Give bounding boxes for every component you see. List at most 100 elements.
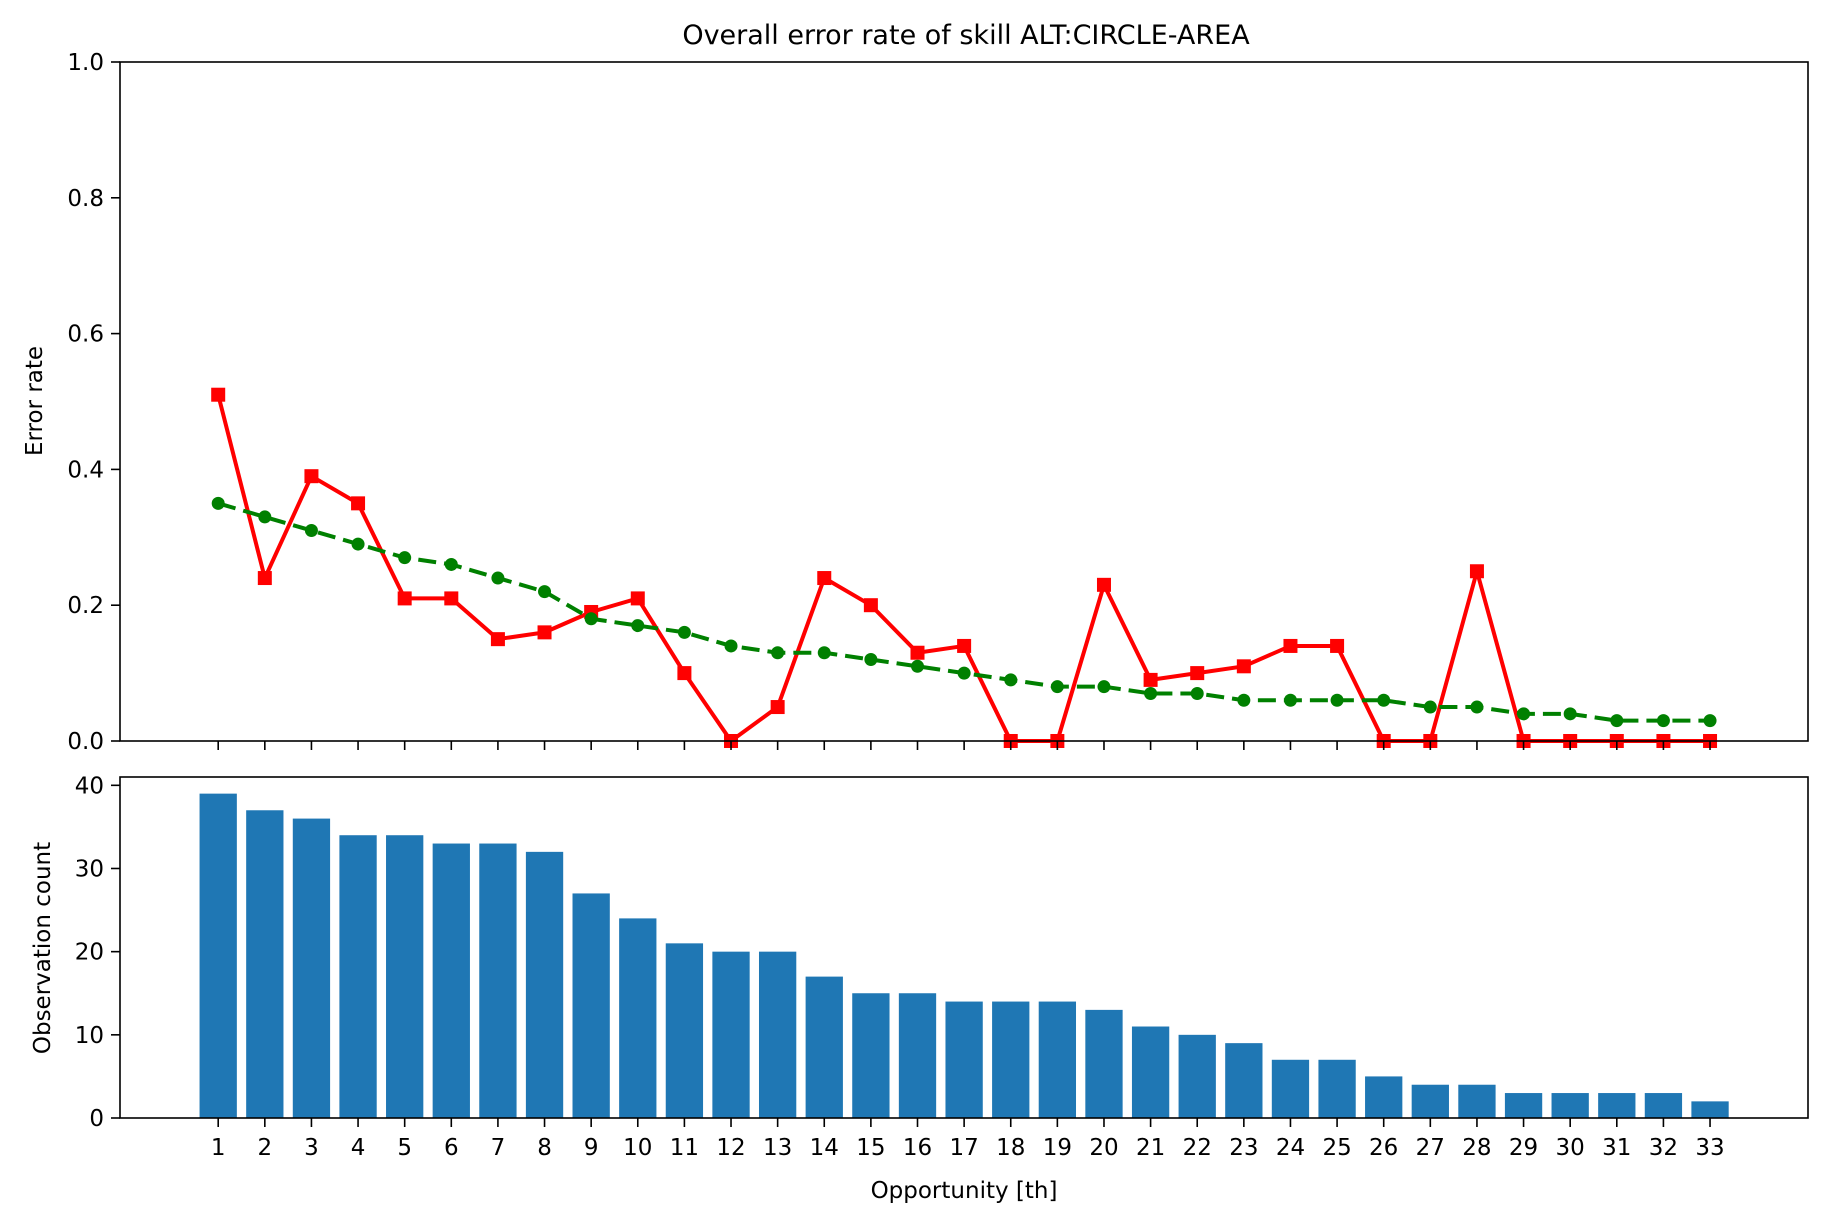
y-tick-label: 0.8 [67, 186, 104, 212]
x-tick-label: 1 [211, 1135, 226, 1161]
series-1-point [817, 571, 832, 586]
x-tick-label: 2 [257, 1135, 272, 1161]
bar [1598, 1093, 1636, 1118]
bar [852, 993, 890, 1118]
bar [1458, 1084, 1496, 1118]
chart-title: Overall error rate of skill ALT:CIRCLE-A… [682, 20, 1250, 51]
x-tick-label: 26 [1369, 1135, 1398, 1161]
error-rate-y-ticks: 0.0 0.2 0.4 0.6 0.8 1.0 [67, 50, 120, 755]
x-axis-label: Opportunity [th] [871, 1178, 1058, 1204]
x-tick-label: 10 [623, 1135, 652, 1161]
bar [619, 918, 657, 1118]
observation-count-bars [199, 793, 1729, 1118]
bar [246, 810, 284, 1118]
series-1-point [397, 591, 412, 606]
x-tick-label: 25 [1322, 1135, 1351, 1161]
x-tick-label: 8 [537, 1135, 552, 1161]
series-1-point [211, 387, 226, 402]
series-2-point [1144, 686, 1158, 700]
x-tick-label: 14 [810, 1135, 839, 1161]
x-tick-label: 31 [1602, 1135, 1631, 1161]
bar [805, 976, 843, 1118]
bar [572, 893, 610, 1118]
bar [945, 1001, 983, 1118]
series-1-point [1469, 564, 1484, 579]
series-1-point [1190, 666, 1205, 681]
y-tick-label: 20 [75, 940, 104, 966]
x-tick-label: 12 [716, 1135, 745, 1161]
series-2-point [1097, 680, 1111, 694]
bar [1644, 1093, 1683, 1118]
series-2-point [957, 666, 971, 680]
observation-count-y-label: Observation count [30, 842, 56, 1054]
series-2-point [1190, 686, 1204, 700]
y-tick-label: 40 [75, 773, 104, 799]
y-tick-label: 0.0 [67, 729, 104, 755]
error-rate-x-ticks [217, 741, 1711, 750]
bar [1411, 1084, 1449, 1118]
bar [479, 843, 517, 1118]
series-1-point [1143, 672, 1158, 687]
error-rate-marks [211, 387, 1718, 748]
series-1-point [630, 591, 645, 606]
series-2-point [724, 639, 738, 653]
x-tick-label: 21 [1136, 1135, 1165, 1161]
bar [898, 993, 937, 1118]
series-2-point [538, 585, 552, 599]
series-1-point [257, 571, 272, 586]
y-tick-label: 0.2 [67, 593, 104, 619]
x-tick-label: 33 [1695, 1135, 1724, 1161]
series-1-point [677, 666, 692, 681]
series-2-point [1703, 714, 1717, 728]
series-1-point [444, 591, 459, 606]
bar [1504, 1093, 1543, 1118]
y-tick-label: 30 [75, 856, 104, 882]
bar [758, 951, 797, 1118]
x-tick-label: 22 [1183, 1135, 1212, 1161]
bar [1225, 1043, 1263, 1118]
series-2-point [491, 571, 505, 585]
series-1-point [1330, 638, 1345, 653]
y-tick-label: 1.0 [67, 50, 104, 76]
series-2-point [817, 646, 831, 660]
bar [1131, 1026, 1170, 1118]
x-tick-label: 7 [491, 1135, 506, 1161]
x-tick-label: 5 [397, 1135, 412, 1161]
series-2-point [1330, 693, 1344, 707]
bar [292, 818, 331, 1118]
x-tick-label: 6 [444, 1135, 459, 1161]
x-tick-label: 32 [1649, 1135, 1678, 1161]
series-2-point [1656, 714, 1670, 728]
x-tick-label: 11 [670, 1135, 699, 1161]
bar [1318, 1059, 1356, 1118]
series-2-point [1563, 707, 1577, 721]
x-tick-label: 24 [1276, 1135, 1305, 1161]
series-1-point [490, 632, 505, 647]
error-rate-panel: 0.0 0.2 0.4 0.6 0.8 1.0 Error rate [22, 50, 1809, 755]
observation-count-frame [119, 776, 1809, 1119]
series-2-point [398, 551, 412, 565]
series-2-point [211, 496, 225, 510]
series-2-point [1423, 700, 1437, 714]
series-1-point [910, 645, 925, 660]
series-1-point [770, 700, 785, 715]
series-1-point [537, 625, 552, 640]
x-tick-label: 18 [996, 1135, 1025, 1161]
series-2-point [1050, 680, 1064, 694]
x-tick-label: 13 [763, 1135, 792, 1161]
series-2-point [1470, 700, 1484, 714]
bar [1271, 1059, 1310, 1118]
series-2-point [1004, 673, 1018, 687]
x-tick-label: 19 [1043, 1135, 1072, 1161]
series-2-point [677, 625, 691, 639]
series-2-point [1517, 707, 1531, 721]
series-2-point [911, 659, 924, 673]
series-2-point [304, 524, 318, 538]
bar [1551, 1093, 1589, 1118]
series-2-point [444, 557, 458, 571]
x-tick-label: 17 [949, 1135, 978, 1161]
bar [1365, 1076, 1403, 1118]
series-1-line [216, 394, 1711, 743]
bar [1691, 1101, 1729, 1118]
